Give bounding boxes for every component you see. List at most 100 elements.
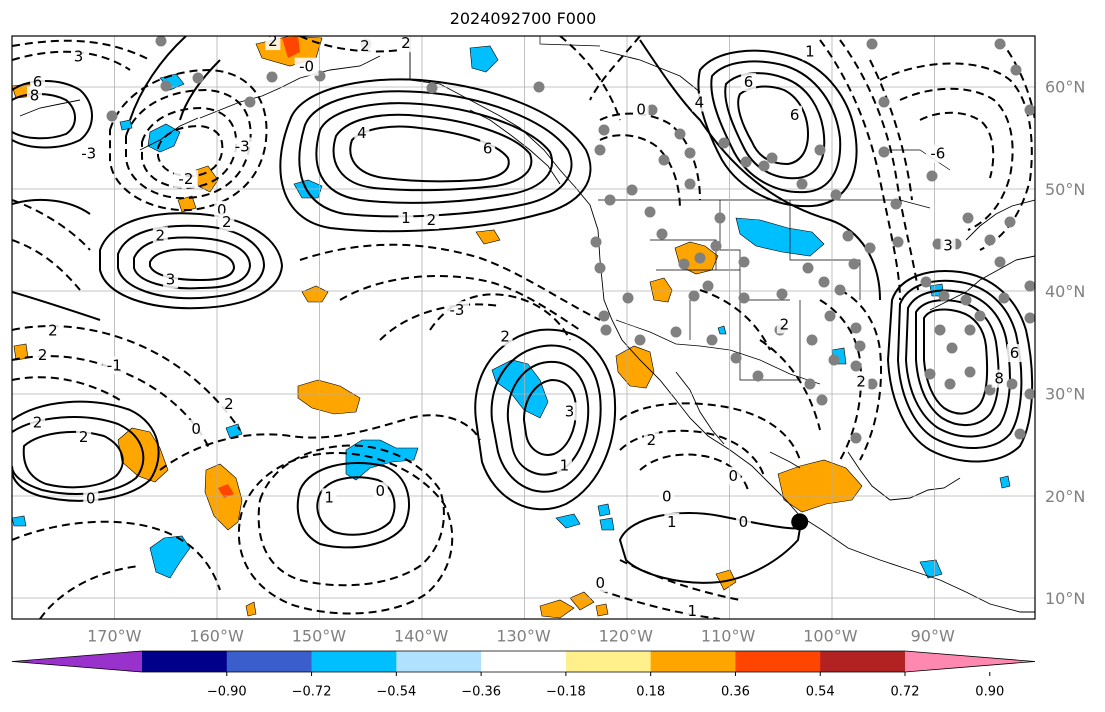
contour-label: 8 [30,86,40,104]
longitude-tick-label: 110°W [701,627,756,646]
contour-label-background [35,346,51,365]
contour-label-background [30,413,46,432]
contour-label-background [592,574,608,593]
contour-label-background [776,315,792,334]
colorbar-segment [735,651,821,672]
contour-label-background [445,301,470,320]
contour-label-background [691,93,707,112]
contour-label: 3 [74,47,84,65]
contour-label: 2 [268,32,278,50]
latitude-labels: 10°N 20°N 30°N 40°N 50°N 60°N [1045,78,1085,608]
contour-label: 8 [994,370,1004,388]
contour-label-background [562,402,578,421]
colorbar-segment [481,651,567,672]
colorbar-segment [820,651,906,672]
contour-label: 6 [744,73,754,91]
contour-label: 3 [565,402,575,420]
contour-label: 1 [324,488,334,506]
contour-label: 6 [790,106,800,124]
contour-label-background [556,456,572,475]
contour-label-background [633,100,649,119]
contour-label: 0 [636,101,646,119]
contour-label: 0 [728,467,738,485]
latitude-tick-label: 60°N [1045,78,1085,97]
latitude-tick-label: 20°N [1045,487,1085,506]
longitude-tick-label: 170°W [87,627,142,646]
longitude-tick-label: 90°W [911,627,955,646]
contour-label-background [643,431,659,450]
contour-label: 2 [79,428,89,446]
contour-label-background [741,73,757,92]
colorbar-segment [226,651,313,672]
contour-label: 2 [780,315,790,333]
contour-label: 2 [38,346,48,364]
contour-label: 2 [48,322,58,340]
contour-label-background [173,170,198,189]
colorbar-tick-label: 0.54 [806,685,835,700]
contour-label-background [1032,170,1035,189]
contour-label-background [230,137,255,156]
contour-label-background [219,213,235,232]
contour-label: 6 [483,140,493,158]
storm-center-marker [791,513,809,531]
contour-label-background [684,601,700,619]
colorbar-extend-high [905,651,1035,672]
contour-label-background [321,488,337,507]
colorbar-tick-label: −0.18 [546,685,586,700]
contour-label: 4 [357,124,367,142]
contour-label-background [398,36,414,53]
latitude-tick-label: 30°N [1045,384,1085,403]
contour-label-background [152,226,168,245]
contour-label-background [372,482,388,501]
colorbar-tick-label: 0.72 [891,685,920,700]
contour-label-background [357,37,373,56]
contour-label: -0 [299,58,314,76]
contour-label-background [102,356,127,375]
contour-label-background [940,236,956,255]
longitude-tick-label: 160°W [189,627,244,646]
strong-positive-anomaly-shading [218,36,300,498]
contour-label-background [70,47,86,66]
latitude-tick-label: 50°N [1045,180,1085,199]
contour-label: -3 [235,137,250,155]
contour-label: 1 [560,457,570,475]
contour-label-background [802,42,818,61]
contour-label: 2 [856,373,866,391]
contour-label: -3 [450,301,465,319]
colorbar-tick-label: −0.54 [376,685,416,700]
latitude-tick-label: 40°N [1045,282,1085,301]
contour-label: 1 [688,602,698,620]
contour-label: 1 [401,209,411,227]
contour-label: 0 [739,513,749,531]
longitude-tick-label: 140°W [394,627,449,646]
contour-label-background [188,419,204,438]
contour-label-background [163,270,179,289]
longitude-tick-label: 150°W [292,627,347,646]
contour-label-background [265,36,281,51]
contour-label-background [45,321,61,340]
positive-contours [12,36,1034,584]
station-dots [106,36,1035,444]
colorbar-tick-label: 0.36 [721,685,750,700]
contour-label-background [787,105,803,124]
contour-label-background [221,395,237,414]
contour-label: 2 [500,328,510,346]
colorbar-extend-low [12,651,142,672]
colorbar-outline [11,650,1036,673]
contour-label-background [725,466,741,485]
colorbar-tick-label: 0.90 [975,685,1004,700]
colorbar-tick-label: −0.72 [292,685,332,700]
negative-anomaly-shading [12,45,1011,579]
colorbar-segment [142,651,228,672]
contour-label: 2 [222,213,232,231]
contour-label: 6 [1035,170,1045,188]
contour-label-background [659,487,675,506]
positive-anomaly-shading [12,36,863,619]
contour-label-background [423,211,439,230]
contour-label: 0 [191,420,201,438]
contour-label: 0 [662,487,672,505]
contour-label: 3 [166,270,176,288]
contour-label-background [1007,344,1023,363]
contour-label: 2 [156,226,166,244]
